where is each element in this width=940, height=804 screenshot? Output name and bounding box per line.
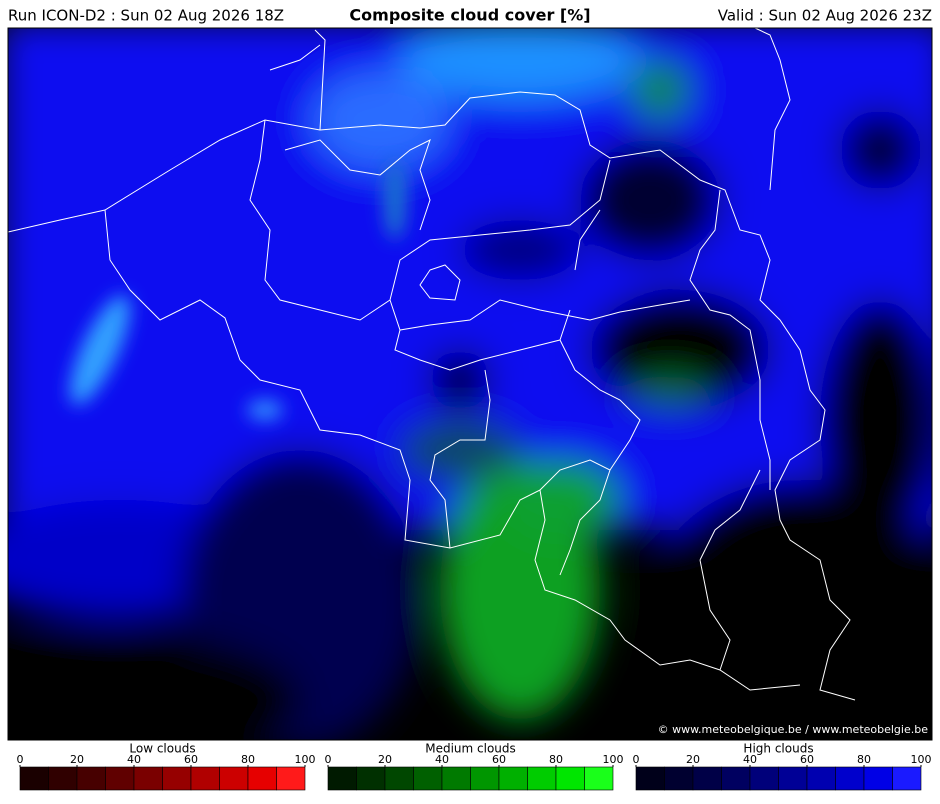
map-title: Composite cloud cover [%] — [349, 6, 590, 25]
legend-tick-label: 80 — [549, 753, 563, 766]
legend-tick-label: 100 — [911, 753, 932, 766]
cloud-detail — [69, 160, 407, 420]
legend-swatch — [692, 766, 722, 791]
legend-tick-label: 40 — [127, 753, 141, 766]
legend-swatch — [441, 766, 471, 791]
legend-swatch — [470, 766, 500, 791]
legend-tick-label: 60 — [184, 753, 198, 766]
legend-swatch — [778, 766, 808, 791]
valid-label: Valid : Sun 02 Aug 2026 23Z — [718, 7, 932, 25]
legends: Low clouds 0 20 40 60 80 100 Medium clouds 0 20 40… — [17, 742, 932, 791]
legend-tick-label: 40 — [435, 753, 449, 766]
legend-title: Medium clouds — [425, 742, 516, 756]
legend-swatch — [190, 766, 220, 791]
legend-swatch — [247, 766, 277, 791]
legend-swatch — [635, 766, 665, 791]
legend-swatch — [664, 766, 694, 791]
legend-swatch — [555, 766, 585, 791]
legend-swatch — [133, 766, 163, 791]
legend-swatch — [584, 766, 614, 791]
legend-tick-label: 60 — [800, 753, 814, 766]
legend-swatch — [413, 766, 443, 791]
map-credit: © www.meteobelgique.be / www.meteobelgie… — [658, 723, 929, 736]
legend-tick-label: 80 — [857, 753, 871, 766]
legend-tick-label: 0 — [17, 753, 24, 766]
legend-tick-label: 20 — [70, 753, 84, 766]
legend-swatch — [863, 766, 893, 791]
map-frame — [7, 27, 933, 741]
legend-swatch — [749, 766, 779, 791]
legend-tick-label: 0 — [633, 753, 640, 766]
legend-tick-label: 20 — [378, 753, 392, 766]
legend-tick-label: 60 — [492, 753, 506, 766]
cloud-field — [8, 28, 932, 740]
legend-swatch — [48, 766, 78, 791]
legend-swatch — [327, 766, 357, 791]
legend-swatch — [76, 766, 106, 791]
legend-swatch — [806, 766, 836, 791]
legend-swatch — [162, 766, 192, 791]
legend-tick-label: 100 — [295, 753, 316, 766]
legend-swatch — [276, 766, 306, 791]
legend-tick-label: 0 — [325, 753, 332, 766]
legend-swatch — [219, 766, 249, 791]
legend-swatch — [356, 766, 386, 791]
legend-title: High clouds — [743, 742, 813, 756]
legend-swatch — [19, 766, 49, 791]
legend-swatch — [498, 766, 528, 791]
map: © www.meteobelgique.be / www.meteobelgie… — [8, 28, 932, 740]
legend-swatch — [105, 766, 135, 791]
legend-tick-label: 100 — [603, 753, 624, 766]
legend-swatch — [835, 766, 865, 791]
legend-tick-label: 20 — [686, 753, 700, 766]
borders — [8, 28, 856, 701]
legend-swatch — [384, 766, 414, 791]
legend-swatch — [892, 766, 922, 791]
legend-title: Low clouds — [129, 742, 195, 756]
legend-tick-label: 40 — [743, 753, 757, 766]
legend-tick-label: 80 — [241, 753, 255, 766]
run-label: Run ICON-D2 : Sun 02 Aug 2026 18Z — [8, 7, 284, 25]
legend-swatch — [721, 766, 751, 791]
legend-swatch — [527, 766, 557, 791]
